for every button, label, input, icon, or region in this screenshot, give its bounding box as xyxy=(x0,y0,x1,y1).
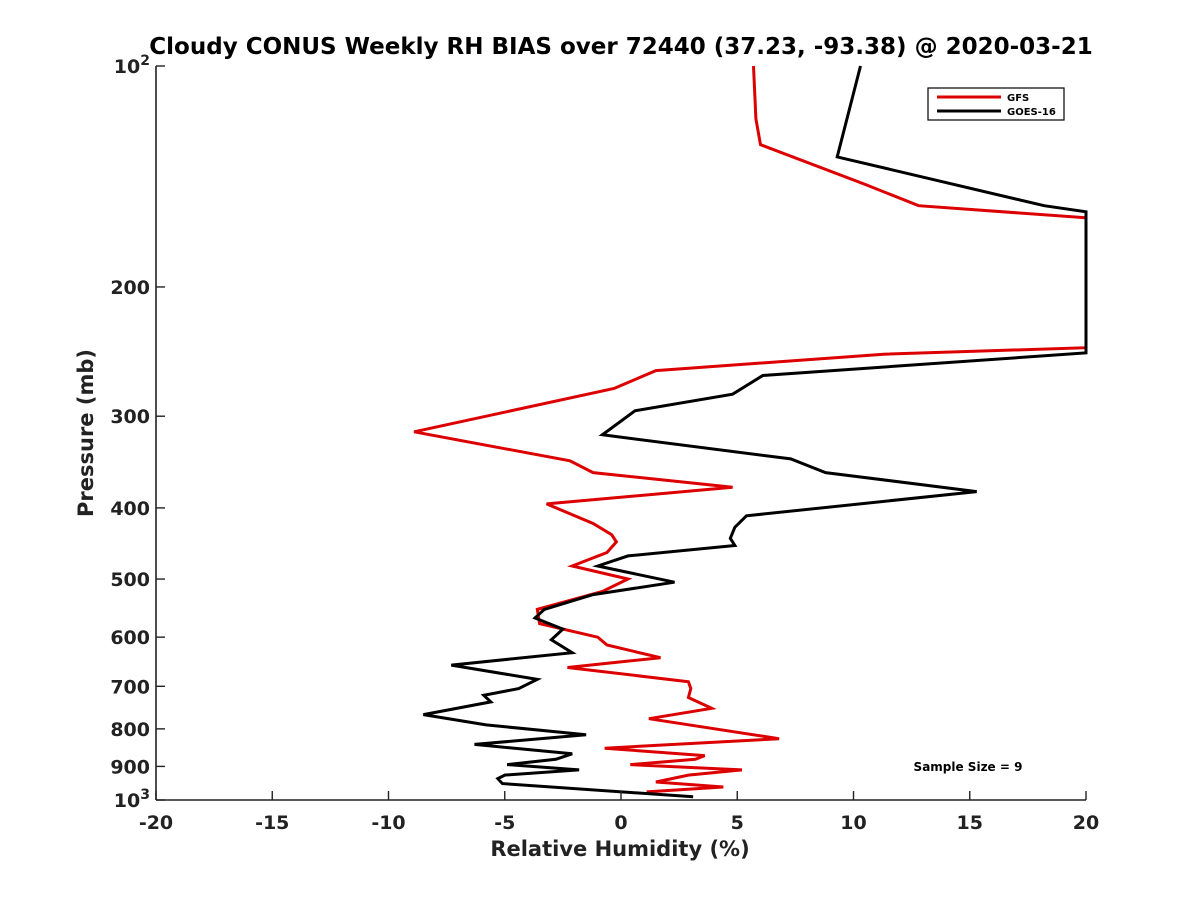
x-tick-label: 10 xyxy=(840,812,866,834)
x-tick-label: -5 xyxy=(494,812,515,834)
y-axis-label: Pressure (mb) xyxy=(74,349,98,517)
series-layer xyxy=(413,65,1088,799)
legend-box xyxy=(927,87,1065,121)
x-tick-label: 0 xyxy=(614,812,627,834)
y-tick-label: 300 xyxy=(110,406,150,428)
x-tick-label: 5 xyxy=(731,812,744,834)
sample-size-annotation: Sample Size = 9 xyxy=(914,760,1023,774)
x-tick-label: -20 xyxy=(139,812,173,834)
y-tick-label: 700 xyxy=(110,676,150,698)
x-axis-label: Relative Humidity (%) xyxy=(490,837,749,861)
y-tick-label: 400 xyxy=(110,498,150,520)
y-tick-label: 200 xyxy=(110,277,150,299)
legend-entry: GFS xyxy=(1007,93,1029,104)
chart-title: Cloudy CONUS Weekly RH BIAS over 72440 (… xyxy=(149,34,1092,60)
series-line-goes-16 xyxy=(423,65,1088,799)
x-tick-label: -10 xyxy=(371,812,405,834)
y-tick-label: 500 xyxy=(110,569,150,591)
legend-entry: GOES-16 xyxy=(1007,107,1056,118)
x-tick-label: -15 xyxy=(255,812,289,834)
y-tick-label: 900 xyxy=(110,756,150,778)
y-tick-label: 103 xyxy=(114,787,150,812)
y-tick-label: 102 xyxy=(114,53,150,78)
y-axis-ticks: 102 200 300 400 500 600 700 800 900 103 xyxy=(110,53,165,812)
x-tick-label: 15 xyxy=(957,812,983,834)
plot-area xyxy=(155,66,1086,801)
x-axis-ticks: -20 -15 -10 -5 0 5 10 15 20 xyxy=(139,791,1099,834)
legend: GFS GOES-16 xyxy=(927,87,1065,121)
y-tick-label: 600 xyxy=(110,627,150,649)
y-tick-label: 800 xyxy=(110,719,150,741)
series-line-gfs xyxy=(413,65,1088,794)
x-tick-label: 20 xyxy=(1073,812,1099,834)
